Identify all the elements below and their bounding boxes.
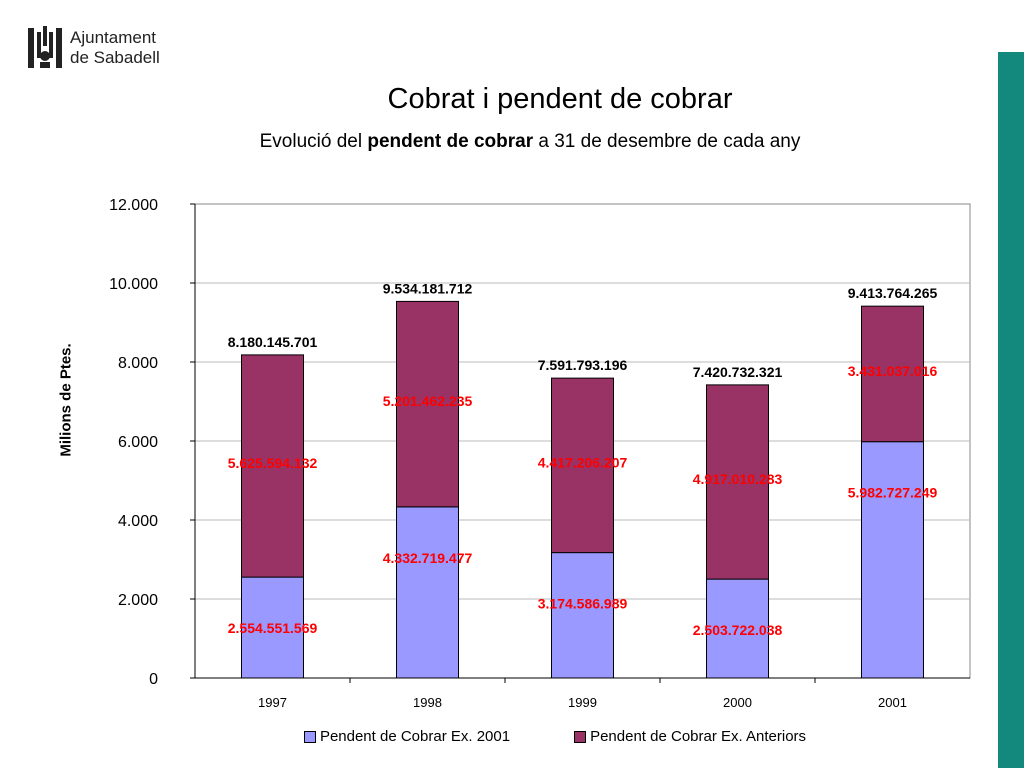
bar-segment-previous: [396, 300, 459, 508]
total-label: 9.413.764.265: [848, 285, 938, 301]
bar-segment-current: [241, 576, 304, 679]
page-subtitle: Evolució del pendent de cobrar a 31 de d…: [0, 131, 1024, 153]
bar-segment-current: [861, 441, 924, 679]
accent-side-bar: [998, 52, 1024, 768]
x-tick-label: 2001: [878, 695, 907, 710]
bar-segment-current: [551, 552, 614, 679]
logo: Ajuntament de Sabadell: [28, 24, 160, 72]
bar-segment-current: [396, 506, 459, 679]
y-tick-label: 2.000: [118, 592, 158, 609]
bar-segment-previous: [861, 305, 924, 443]
page-title: Cobrat i pendent de cobrar: [387, 83, 733, 115]
legend-item-current: Pendent de Cobrar Ex. 2001: [303, 728, 511, 745]
legend-label-previous: Pendent de Cobrar Ex. Anteriors: [590, 728, 807, 745]
data-label-previous: 3.431.037.016: [848, 363, 938, 379]
legend-swatch-previous: [574, 730, 587, 743]
bar-segment-current: [706, 578, 769, 679]
data-label-previous: 4.417.206.207: [538, 454, 628, 470]
total-label: 9.534.181.712: [383, 280, 473, 296]
subtitle-post: a 31 de desembre de cada any: [533, 131, 801, 152]
data-label-current: 2.503.722.038: [693, 622, 783, 638]
legend: Pendent de Cobrar Ex. 2001 Pendent de Co…: [0, 728, 1024, 745]
subtitle-pre: Evolució del: [259, 131, 368, 152]
y-tick-label: 0: [149, 671, 158, 688]
y-tick-label: 8.000: [118, 355, 158, 372]
data-label-previous: 5.625.594.132: [228, 455, 318, 471]
y-tick-label: 10.000: [109, 276, 158, 293]
data-label-previous: 5.201.462.235: [383, 393, 473, 409]
y-tick-label: 12.000: [109, 197, 158, 214]
x-tick-label: 1997: [258, 695, 287, 710]
legend-label-current: Pendent de Cobrar Ex. 2001: [319, 728, 511, 745]
bar-segment-previous: [551, 377, 614, 554]
sabadell-emblem-icon: [28, 26, 62, 68]
logo-line-1: Ajuntament: [70, 28, 156, 47]
data-label-current: 2.554.551.569: [228, 620, 318, 636]
logo-line-2: de Sabadell: [70, 48, 160, 67]
y-tick-label: 6.000: [118, 434, 158, 451]
bar-segment-previous: [706, 384, 769, 580]
x-tick-label: 1998: [413, 695, 442, 710]
total-label: 7.591.793.196: [538, 357, 628, 373]
total-label: 7.420.732.321: [693, 364, 783, 380]
legend-item-previous: Pendent de Cobrar Ex. Anteriors: [574, 728, 806, 745]
data-label-current: 3.174.586.989: [538, 596, 628, 612]
bar-segment-previous: [241, 354, 304, 578]
x-tick-label: 2000: [723, 695, 752, 710]
data-label-current: 4.332.719.477: [383, 550, 473, 566]
total-label: 8.180.145.701: [228, 334, 318, 350]
data-label-previous: 4.917.010.283: [693, 471, 783, 487]
x-tick-label: 1999: [568, 695, 597, 710]
legend-swatch-current: [303, 730, 316, 743]
data-label-current: 5.982.727.249: [848, 485, 938, 501]
y-tick-label: 4.000: [118, 513, 158, 530]
subtitle-bold: pendent de cobrar: [367, 131, 534, 152]
